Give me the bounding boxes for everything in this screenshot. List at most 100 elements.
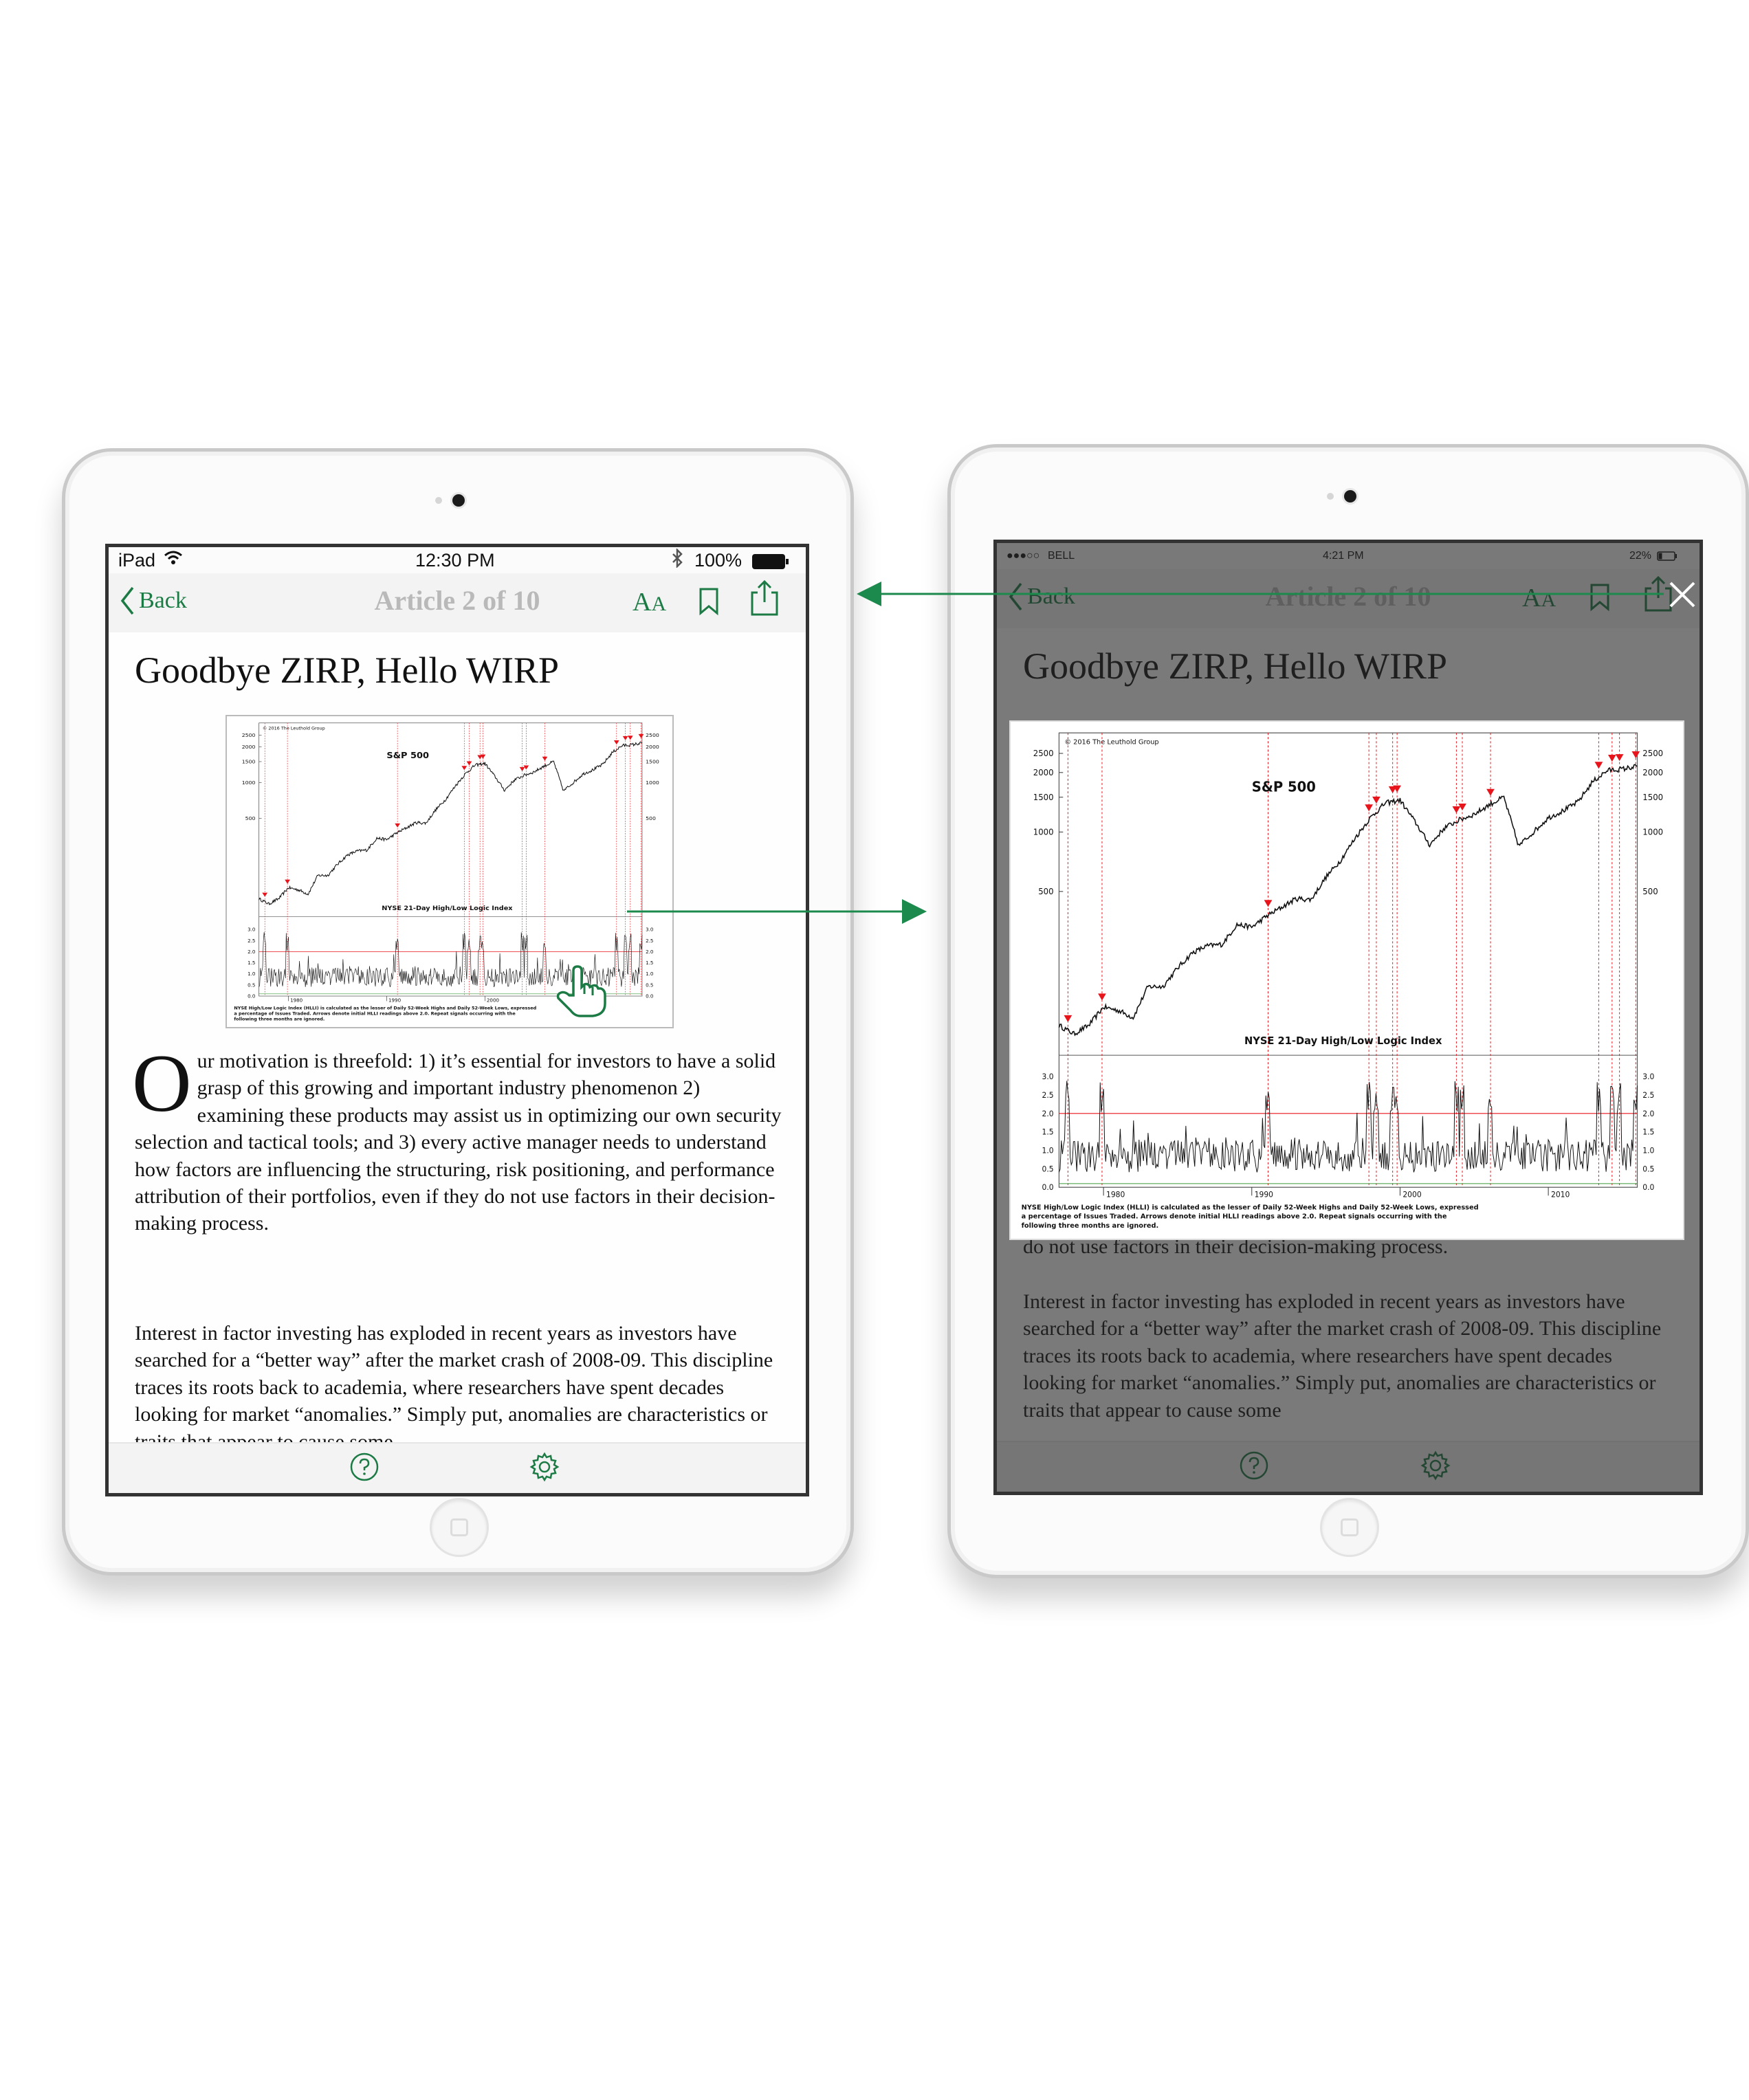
front-sensor — [1327, 493, 1334, 500]
top-y-tick-label: 1000 — [242, 780, 256, 786]
bottom-y-tick-label-right: 2.0 — [1642, 1109, 1654, 1118]
bookmark-icon[interactable] — [698, 587, 719, 619]
chart-expanded: © 2016 The Leuthold Group 2500 2500 2000 200… — [1009, 720, 1684, 1240]
x-tick-label: 1990 — [388, 998, 401, 1004]
sp500-line — [258, 741, 643, 906]
bottom-y-tick-label: 3.0 — [1042, 1072, 1054, 1081]
signal-arrow — [1393, 785, 1401, 793]
font-size-button[interactable]: AA — [632, 587, 666, 617]
signal-arrow — [627, 736, 633, 740]
ipad-device-left: iPad 12:30 PM 100% Back Article 2 of 10 … — [62, 448, 854, 1576]
bottom-y-tick-label: 1.0 — [248, 971, 255, 977]
sp500-line — [1058, 764, 1638, 1037]
top-y-tick-label-right: 2500 — [1642, 749, 1663, 758]
top-y-tick-label: 2500 — [242, 732, 256, 738]
bottom-toolbar — [109, 1442, 806, 1493]
signal-arrow — [1458, 803, 1466, 811]
top-y-tick-label: 1000 — [1033, 827, 1054, 837]
chevron-left-icon — [120, 586, 134, 615]
bottom-y-tick-label-right: 3.0 — [1642, 1072, 1654, 1081]
top-y-tick-label-right: 500 — [646, 815, 656, 821]
bottom-y-tick-label: 1.5 — [248, 960, 255, 966]
back-button[interactable]: Back — [120, 586, 187, 616]
bottom-y-tick-label: 1.0 — [1042, 1146, 1054, 1155]
top-y-tick-label: 2000 — [1033, 768, 1054, 777]
bottom-y-tick-label-right: 2.0 — [646, 949, 653, 955]
signal-arrow — [1372, 796, 1380, 804]
share-icon[interactable] — [749, 579, 780, 621]
top-y-tick-label-right: 1000 — [1642, 827, 1663, 837]
sp500-label: S&P 500 — [386, 751, 429, 761]
signal-arrow — [1631, 751, 1640, 759]
home-button[interactable] — [1320, 1498, 1379, 1557]
status-bar: iPad 12:30 PM 100% — [109, 547, 806, 573]
clock: 12:30 PM — [415, 550, 495, 571]
signal-arrow — [285, 879, 290, 884]
top-y-tick-label: 1500 — [1033, 793, 1054, 802]
settings-gear-icon[interactable] — [529, 1452, 560, 1485]
bottom-y-tick-label-right: 0.5 — [1642, 1164, 1654, 1173]
sp500-label: S&P 500 — [1252, 779, 1316, 795]
front-camera — [452, 494, 465, 507]
top-y-tick-label-right: 1500 — [646, 759, 659, 765]
top-y-tick-label: 2000 — [242, 744, 256, 750]
signal-arrow — [1064, 1015, 1072, 1023]
bottom-y-tick-label-right: 0.0 — [1642, 1183, 1654, 1192]
bluetooth-icon — [671, 547, 683, 573]
signal-arrow — [466, 761, 472, 766]
chart-thumbnail[interactable]: © 2016 The Leuthold Group 2500 2500 2000 200… — [226, 715, 674, 1028]
top-y-tick-label-right: 1000 — [646, 780, 659, 786]
signal-arrow — [523, 765, 529, 770]
font-size-label-large: A — [632, 588, 652, 617]
top-y-tick-label: 1500 — [242, 759, 256, 765]
front-sensor — [435, 497, 442, 504]
signal-arrow — [395, 823, 401, 828]
bottom-y-tick-label-right: 2.5 — [1642, 1091, 1654, 1100]
bottom-y-tick-label-right: 1.0 — [646, 971, 653, 977]
signal-arrow — [1615, 754, 1624, 762]
signal-arrow — [613, 740, 619, 745]
bottom-y-tick-label: 1.5 — [1042, 1128, 1054, 1137]
top-y-tick-label: 500 — [1038, 887, 1053, 896]
signal-arrow — [1264, 900, 1273, 907]
top-y-tick-label-right: 2000 — [1642, 768, 1663, 777]
bottom-y-tick-label-right: 0.0 — [646, 994, 653, 999]
wifi-icon — [164, 549, 183, 570]
chart-caption-line: following three months are ignored. — [234, 1017, 324, 1021]
close-icon[interactable] — [1666, 579, 1698, 614]
carrier-label: iPad — [118, 550, 156, 571]
chart-caption-line: NYSE High/Low Logic Index (HLLI) is calc… — [1022, 1204, 1479, 1211]
hlli-label: NYSE 21-Day High/Low Logic Index — [1244, 1035, 1442, 1047]
bottom-y-tick-label: 2.5 — [1042, 1091, 1054, 1100]
x-tick-label: 1980 — [1106, 1190, 1125, 1199]
hlli-line — [1058, 1081, 1638, 1173]
signal-arrow — [519, 766, 525, 771]
sp500-hlli-chart-expanded: © 2016 The Leuthold Group 2500 2500 2000 200… — [1022, 732, 1663, 1230]
bottom-y-tick-label-right: 1.5 — [1642, 1128, 1654, 1137]
top-y-tick-label-right: 2500 — [646, 732, 659, 738]
x-tick-label: 2000 — [1402, 1190, 1421, 1199]
article-paragraph-2: Interest in factor investing has explode… — [135, 1322, 773, 1444]
signal-arrow — [480, 754, 486, 759]
help-icon[interactable] — [349, 1452, 380, 1485]
paragraph-1-text: ur motivation is threefold: 1) it’s esse… — [135, 1050, 782, 1235]
signal-arrow — [1098, 993, 1106, 1001]
chart-caption-line: NYSE High/Low Logic Index (HLLI) is calc… — [234, 1006, 536, 1011]
plot-frame — [258, 722, 643, 997]
signal-arrow — [461, 766, 468, 771]
bottom-y-tick-label-right: 1.0 — [1642, 1146, 1654, 1155]
article-content: Goodbye ZIRP, Hello WIRP © 2016 The Leut… — [109, 632, 806, 1444]
nav-bar: Back Article 2 of 10 AA — [109, 573, 806, 634]
plot-frame — [1058, 732, 1638, 1188]
tap-hand-icon — [554, 964, 609, 1022]
front-camera — [1344, 490, 1356, 502]
signal-arrow — [1594, 762, 1603, 769]
bottom-y-tick-label: 0.5 — [1042, 1164, 1054, 1173]
bottom-y-tick-label: 2.5 — [248, 938, 255, 944]
home-button[interactable] — [430, 1498, 489, 1557]
top-y-tick-label-right: 1500 — [1642, 793, 1663, 802]
bottom-y-tick-label: 0.0 — [248, 994, 255, 999]
back-label: Back — [139, 588, 187, 613]
